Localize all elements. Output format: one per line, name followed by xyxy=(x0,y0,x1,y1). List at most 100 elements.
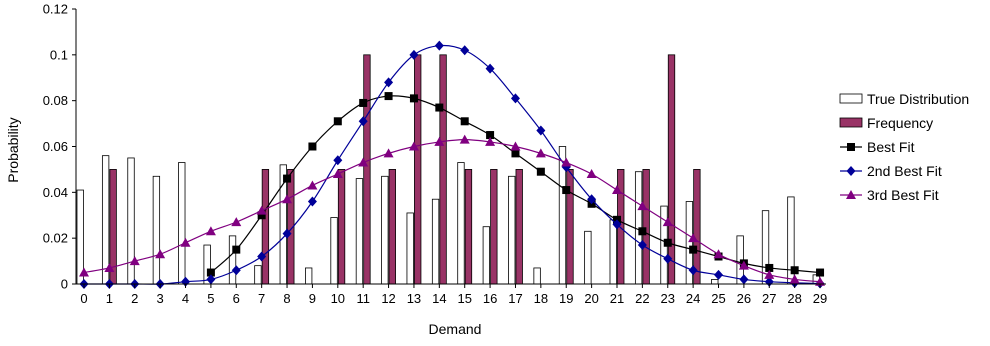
bar-frequency xyxy=(667,54,676,285)
third-best-fit-point xyxy=(713,249,724,259)
best-fit-point xyxy=(765,263,774,272)
line-layer xyxy=(79,40,826,289)
second-best-fit-point xyxy=(282,228,292,239)
third-best-fit-point xyxy=(408,141,419,151)
second-best-fit-point xyxy=(358,116,368,127)
third-best-fit-point xyxy=(155,249,166,259)
third-best-fit-point xyxy=(688,233,699,243)
legend-true-distribution-swatch xyxy=(839,93,863,104)
third-best-fit-point xyxy=(637,201,648,211)
bar-true-distribution xyxy=(381,175,389,285)
third-best-fit-point xyxy=(205,226,216,236)
third-best-fit-point xyxy=(815,276,826,286)
y-tick-label: 0.08 xyxy=(43,93,68,108)
x-tick-label: 3 xyxy=(157,291,164,306)
best-fit-point xyxy=(790,266,799,275)
best-fit-line xyxy=(210,95,821,274)
best-fit-point xyxy=(232,245,241,254)
x-tick-label: 13 xyxy=(407,291,421,306)
bar-frequency xyxy=(363,54,371,285)
best-fit-point xyxy=(460,117,469,126)
third-best-fit-point xyxy=(79,267,89,277)
bar-true-distribution xyxy=(101,155,110,285)
best-fit-point xyxy=(409,94,418,103)
best-fit-point xyxy=(308,142,317,151)
bar-frequency xyxy=(693,169,701,285)
y-tick-label: 0.06 xyxy=(43,139,68,154)
third-best-fit-point xyxy=(256,205,267,215)
x-tick-label: 25 xyxy=(711,291,725,306)
third-best-fit-point xyxy=(662,217,673,227)
third-best-fit-point xyxy=(332,169,343,178)
third-best-fit-point xyxy=(459,134,470,144)
best-fit-point xyxy=(562,186,571,195)
y-tick-label: 0.12 xyxy=(43,2,68,17)
bar-frequency xyxy=(414,54,422,285)
third-best-fit-line xyxy=(83,139,821,283)
second-best-fit-point xyxy=(688,265,698,276)
x-tick-label: 23 xyxy=(661,291,675,306)
x-tick-label: 6 xyxy=(233,291,240,306)
x-tick-label: 24 xyxy=(686,291,700,306)
bar-true-distribution xyxy=(609,219,617,285)
second-best-fit-point xyxy=(409,49,419,60)
second-best-fit-point xyxy=(460,45,470,56)
third-best-fit-point xyxy=(535,148,546,158)
y-tick-label: 0.04 xyxy=(43,185,68,200)
best-fit-point xyxy=(257,211,266,220)
second-best-fit-point xyxy=(739,274,749,285)
second-best-fit-point xyxy=(663,253,673,264)
x-tick-label: 18 xyxy=(534,291,548,306)
bar-frequency xyxy=(261,169,270,285)
third-best-fit-point xyxy=(764,269,775,279)
second-best-fit-point xyxy=(587,194,597,205)
x-tick-label: 21 xyxy=(610,291,624,306)
third-best-fit-point xyxy=(307,180,318,190)
third-best-fit-point xyxy=(561,157,572,167)
second-best-fit-point xyxy=(637,240,647,251)
y-tick-label: 0.02 xyxy=(43,231,68,246)
bar-true-distribution xyxy=(508,175,516,285)
best-fit-point xyxy=(638,227,647,236)
y-tick-label: 0.1 xyxy=(50,47,68,62)
legend-second-best-fit-label: 2nd Best Fit xyxy=(867,163,942,179)
best-fit-point xyxy=(689,245,698,254)
legend-third-best-fit-marker xyxy=(846,190,856,199)
second-best-fit-point xyxy=(485,63,495,74)
second-best-fit-point xyxy=(333,155,343,166)
legend-third-best-fit-label: 3rd Best Fit xyxy=(867,187,939,203)
x-tick-label: 29 xyxy=(813,291,827,306)
bar-true-distribution xyxy=(305,267,313,285)
third-best-fit-point xyxy=(282,194,293,204)
best-fit-point xyxy=(435,103,444,112)
bar-true-distribution xyxy=(355,178,364,285)
best-fit-point xyxy=(816,268,825,277)
second-best-fit-point xyxy=(714,269,724,280)
x-tick-label: 14 xyxy=(432,291,446,306)
bar-frequency xyxy=(642,169,650,285)
axes: 00.020.040.060.080.10.120 1 2 3 4 5 6 7 8 9 10 11 12… xyxy=(43,2,828,307)
bar-true-distribution xyxy=(533,267,541,285)
legend-frequency-swatch xyxy=(839,117,863,128)
second-best-fit-point xyxy=(434,40,444,51)
third-best-fit-point xyxy=(485,136,496,146)
y-axis-title: Probability xyxy=(5,117,21,182)
second-best-fit-point xyxy=(206,274,216,285)
third-best-fit-point xyxy=(738,260,749,270)
legend-best-fit-label: Best Fit xyxy=(867,139,915,155)
x-tick-label: 16 xyxy=(483,291,497,306)
third-best-fit-point xyxy=(611,185,622,195)
third-best-fit-point xyxy=(180,237,191,247)
x-tick-label: 0 xyxy=(80,291,87,306)
x-tick-label: 17 xyxy=(508,291,522,306)
x-tick-label: 28 xyxy=(787,291,801,306)
x-tick-label: 20 xyxy=(584,291,598,306)
third-best-fit-point xyxy=(358,157,369,167)
best-fit-point xyxy=(486,131,495,140)
x-tick-label: 12 xyxy=(381,291,395,306)
bar-true-distribution xyxy=(406,212,414,285)
best-fit-point xyxy=(359,98,368,107)
bar-true-distribution xyxy=(76,189,84,285)
bar-frequency xyxy=(464,169,473,285)
